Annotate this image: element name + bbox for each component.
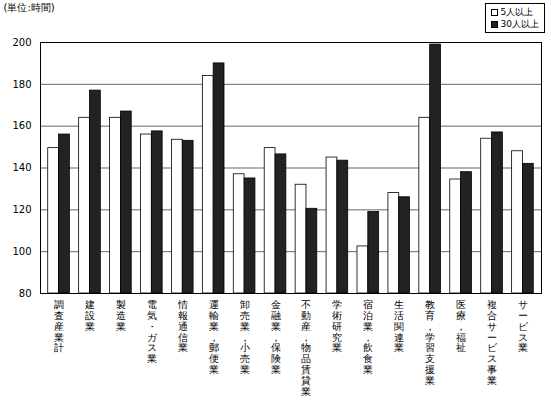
svg-text:情報通信業: 情報通信業 bbox=[177, 299, 188, 353]
svg-text:教育，学習支援業: 教育，学習支援業 bbox=[425, 299, 435, 386]
svg-text:電気・ガス業: 電気・ガス業 bbox=[147, 299, 158, 364]
svg-text:宿泊業，飲食業: 宿泊業，飲食業 bbox=[363, 299, 373, 375]
svg-text:生活関連業: 生活関連業 bbox=[394, 299, 404, 353]
html-text:5人以上: 5人以上 bbox=[500, 7, 534, 17]
svg-text:140: 140 bbox=[12, 162, 31, 173]
svg-text:複合サービス事業: 複合サービス事業 bbox=[487, 299, 498, 386]
svg-text:100: 100 bbox=[12, 246, 31, 257]
svg-text:サービス業: サービス業 bbox=[518, 299, 529, 353]
svg-text:120: 120 bbox=[12, 204, 31, 215]
svg-text:180: 180 bbox=[12, 79, 31, 90]
svg-text:金融業，保険業: 金融業，保険業 bbox=[271, 299, 281, 375]
svg-text:学術研究業: 学術研究業 bbox=[332, 299, 342, 353]
svg-text:不動産，物品賃貸業: 不動産，物品賃貸業 bbox=[301, 299, 311, 396]
svg-text:160: 160 bbox=[12, 120, 31, 131]
svg-text:80: 80 bbox=[19, 288, 32, 299]
svg-text:調査産業計: 調査産業計 bbox=[54, 299, 64, 353]
svg-text:(単位:時間): (単位:時間) bbox=[4, 2, 55, 13]
svg-text:建設業: 建設業 bbox=[84, 299, 95, 332]
svg-text:運輸業，郵便業: 運輸業，郵便業 bbox=[209, 299, 219, 375]
html-text:30人以上: 30人以上 bbox=[500, 19, 539, 29]
svg-text:200: 200 bbox=[12, 37, 31, 48]
svg-text:医療，福祉: 医療，福祉 bbox=[456, 299, 466, 353]
svg-text:製造業: 製造業 bbox=[116, 299, 126, 332]
svg-text:卸売業，小売業: 卸売業，小売業 bbox=[240, 299, 250, 375]
